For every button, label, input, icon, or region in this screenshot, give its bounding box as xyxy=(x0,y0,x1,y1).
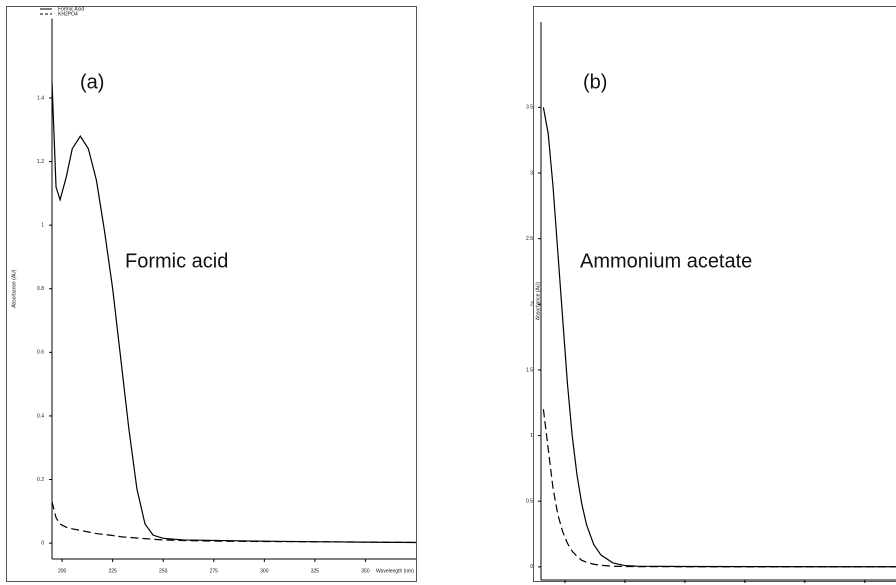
legend-label: KH2PO4 xyxy=(58,11,78,17)
annotation: Ammonium acetate xyxy=(580,250,752,272)
x-tick-label: 300 xyxy=(260,568,269,574)
x-axis-label: Wavelength (nm) xyxy=(376,568,414,574)
y-tick-label: 1.5 xyxy=(526,367,533,373)
y-tick-label: 0.8 xyxy=(37,286,44,292)
y-axis-label: Absorbance (AU) xyxy=(11,269,17,308)
legend-label: Formic Acid xyxy=(58,6,84,12)
data-line xyxy=(51,501,417,544)
y-tick-label: 0 xyxy=(530,564,533,570)
y-tick-label: 2.5 xyxy=(526,236,533,242)
data-line xyxy=(51,82,417,544)
y-tick-label: 2 xyxy=(530,302,533,308)
y-tick-label: 0.6 xyxy=(37,350,44,356)
y-axis-label: Absorbance (AU) xyxy=(535,281,541,320)
x-tick-label: 250 xyxy=(159,568,168,574)
y-tick-label: 0.5 xyxy=(526,499,533,505)
y-tick-label: 3 xyxy=(530,170,533,176)
x-tick-label: 325 xyxy=(311,568,320,574)
x-tick-label: 225 xyxy=(108,568,117,574)
panel-label: (a) xyxy=(80,71,104,93)
y-tick-label: 0 xyxy=(41,540,44,546)
y-tick-label: 1 xyxy=(41,222,44,228)
y-tick-label: 1.4 xyxy=(37,95,44,101)
panel-frame xyxy=(6,6,417,582)
x-tick-label: 200 xyxy=(58,568,67,574)
data-line xyxy=(542,409,896,568)
panel-label: (b) xyxy=(583,71,607,93)
y-tick-label: 0.4 xyxy=(37,413,44,419)
y-tick-label: 1 xyxy=(530,433,533,439)
data-line xyxy=(542,107,896,568)
panel-frame xyxy=(533,6,896,582)
x-tick-label: 275 xyxy=(210,568,219,574)
annotation: Formic acid xyxy=(125,250,228,272)
y-tick-label: 1.2 xyxy=(37,159,44,165)
y-tick-label: 3.5 xyxy=(526,105,533,111)
x-tick-label: 350 xyxy=(361,568,370,574)
y-tick-label: 0.2 xyxy=(37,477,44,483)
